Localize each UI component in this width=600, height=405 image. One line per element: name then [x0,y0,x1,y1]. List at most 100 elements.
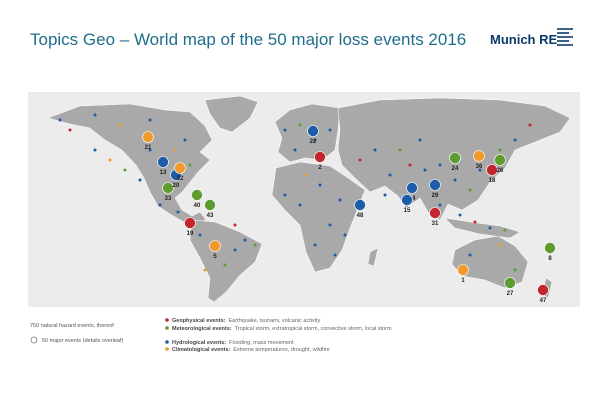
europe [274,103,341,163]
small-event [423,168,427,172]
legend-dot [165,318,169,322]
small-event [183,138,187,142]
small-event [148,148,152,152]
small-event [473,220,477,224]
major-event-label: 24 [452,166,459,172]
small-event [343,233,347,237]
small-event [358,158,362,162]
major-event-label: 5 [213,254,217,260]
logo-icon [557,28,573,46]
major-event-label: 29 [432,193,439,199]
legend-entry: Geophysical events: Earthquake, tsunami, … [172,318,320,324]
small-event [498,243,502,247]
small-event [298,203,302,207]
legend-major: 50 major events (details overleaf) [42,338,123,344]
small-event [118,123,122,127]
north-america [47,103,213,225]
small-event [93,148,97,152]
major-event-label: 36 [476,164,483,170]
small-event [398,148,402,152]
major-event-label: 20 [173,183,180,189]
major-event-label: 22 [310,139,317,145]
major-event [209,240,221,252]
major-event [457,264,469,276]
legend-text: Tropical storm, extratropical storm, con… [235,326,392,332]
major-event [184,217,196,229]
legend-dot [165,340,169,344]
major-event-label: 13 [160,170,167,176]
small-event [468,253,472,257]
major-event-label: 27 [507,291,514,297]
major-event [544,242,556,254]
logo-text: Munich RE [490,32,557,47]
small-event [373,148,377,152]
major-event [204,199,216,211]
major-event [494,154,506,166]
major-event [429,179,441,191]
legend-dot [165,347,169,351]
small-event [328,128,332,132]
small-event [158,203,162,207]
small-event [528,123,532,127]
madagascar [367,247,379,267]
major-event [314,151,326,163]
africa [271,161,366,273]
small-event [498,148,502,152]
small-event [203,268,207,272]
major-event-label: 1 [461,278,465,284]
small-event [318,183,322,187]
legend-title: Geophysical events: [172,318,226,324]
major-event [406,182,418,194]
major-event-label: 32 [177,176,184,182]
legend-total: 750 natural hazard events, thereof [30,323,114,329]
small-event [148,118,152,122]
small-event [68,128,72,132]
small-event [173,148,177,152]
small-event [478,168,482,172]
major-event-label: 47 [540,298,547,304]
major-event [473,150,485,162]
major-event [537,284,549,296]
small-event [313,138,317,142]
major-event-label: 31 [432,221,439,227]
small-event [468,188,472,192]
small-event [108,158,112,162]
small-event [338,198,342,202]
small-event [93,113,97,117]
small-event [458,213,462,217]
small-event [488,226,492,230]
small-event [513,138,517,142]
major-event [191,189,203,201]
small-event [233,248,237,252]
major-event-label: 15 [404,208,411,214]
legend-title: Hydrological events: [172,340,226,346]
small-event [408,163,412,167]
major-event [486,164,498,176]
legend-entry: Climatological events: Extreme temperatur… [172,347,330,353]
legend-text: Flooding, mass movement [229,340,294,346]
major-event [429,207,441,219]
small-event [198,233,202,237]
major-event-label: 19 [187,231,194,237]
small-event [513,268,517,272]
major-event [162,182,174,194]
major-event-label: 33 [165,196,172,202]
small-event [383,193,387,197]
major-event-label: 48 [357,213,364,219]
small-event [503,228,507,232]
small-event [438,163,442,167]
legend: 750 natural hazard events, thereof 50 ma… [30,318,392,353]
small-event [438,203,442,207]
major-event [504,277,516,289]
legend-entry: Hydrological events: Flooding, mass movem… [172,340,294,346]
major-event-label: 43 [207,213,214,219]
small-events [58,113,532,272]
small-event [453,178,457,182]
legend-text: Extreme temperatures, drought, wildfire [233,347,329,353]
major-event [401,194,413,206]
small-event [418,138,422,142]
major-event [354,199,366,211]
major-events: 1947183124033432782624132214152948202136… [142,125,556,304]
